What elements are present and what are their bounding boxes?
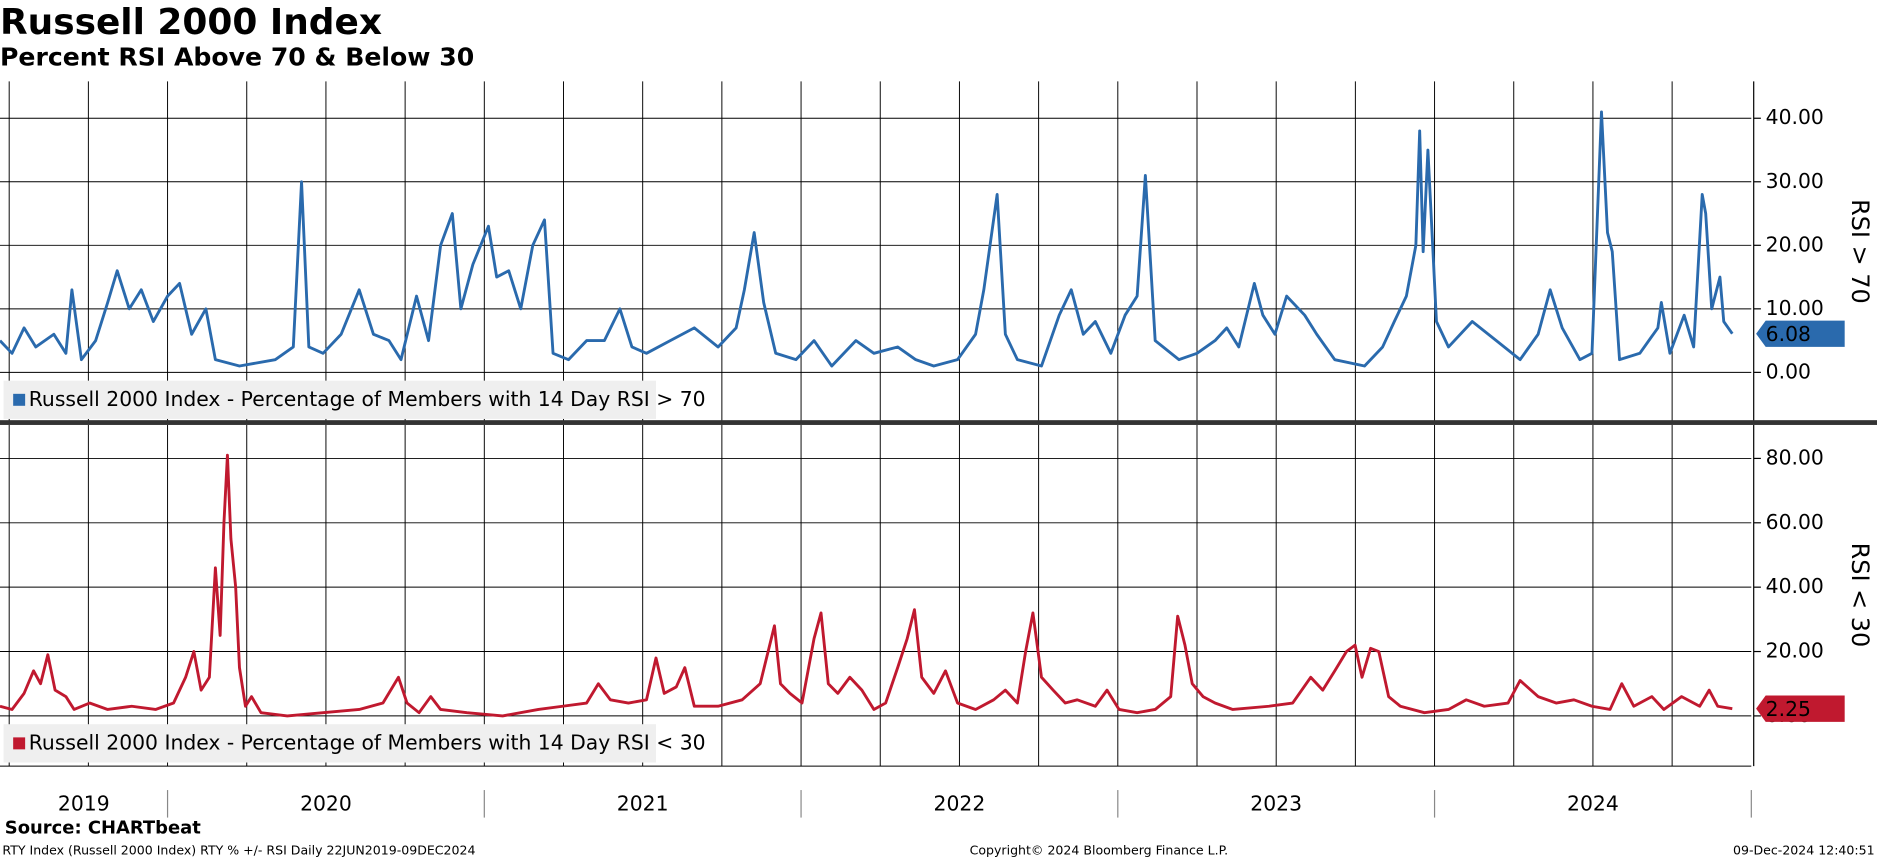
last-value-tag [1756,695,1845,722]
copyright: Copyright© 2024 Bloomberg Finance L.P. [970,843,1229,858]
chart-subtitle: Percent RSI Above 70 & Below 30 [0,43,474,72]
last-value-tag [1756,320,1845,347]
legend-swatch [13,737,26,750]
legend-label: Russell 2000 Index - Percentage of Membe… [29,387,706,411]
source: Source: CHARTbeat [5,817,201,838]
y-tick-label: 20.00 [1766,232,1824,256]
y-tick-label: 0.00 [1766,359,1811,383]
x-tick-label: 2020 [300,791,352,815]
x-tick-label: 2023 [1250,791,1302,815]
y-axis-label: RSI < 30 [1846,543,1874,648]
y-tick-label: 80.00 [1766,445,1824,469]
last-value-label: 2.25 [1766,697,1811,721]
legend-swatch [13,393,26,406]
y-tick-label: 40.00 [1766,105,1824,129]
x-tick-label: 2024 [1567,791,1619,815]
y-axis-label: RSI > 70 [1846,199,1874,304]
timestamp: 09-Dec-2024 12:40:51 [1733,843,1875,858]
x-tick-label: 2021 [617,791,669,815]
chart-title: Russell 2000 Index [0,2,382,43]
series-line [0,453,1733,718]
y-tick-label: 10.00 [1766,296,1824,320]
x-tick-label: 2022 [934,791,986,815]
panel-separator [0,420,1877,425]
y-tick-label: 30.00 [1766,169,1824,193]
footer-description: RTY Index (Russell 2000 Index) RTY % +/-… [2,843,475,858]
last-value-label: 6.08 [1766,322,1811,346]
y-tick-label: 20.00 [1766,639,1824,663]
x-tick-label: 2019 [58,791,110,815]
y-tick-label: 40.00 [1766,574,1824,598]
y-tick-label: 60.00 [1766,510,1824,534]
legend-background [3,724,656,763]
legend-background [3,380,656,419]
legend-label: Russell 2000 Index - Percentage of Membe… [29,730,706,754]
series-line [0,110,1734,368]
